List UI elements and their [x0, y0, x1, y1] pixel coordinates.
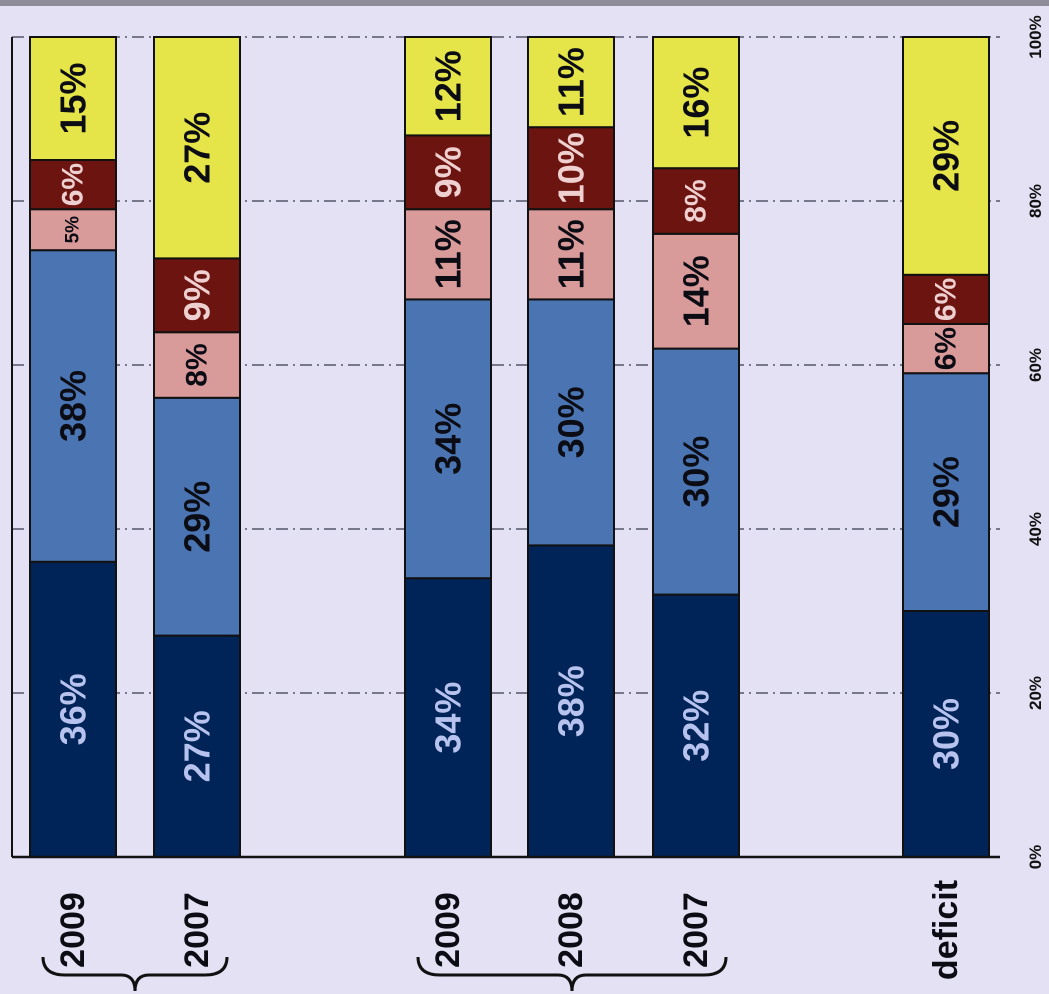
- data-label: 8%: [680, 179, 713, 222]
- axes: [11, 37, 1000, 992]
- data-label: 29%: [177, 481, 218, 553]
- data-label: 30%: [551, 386, 592, 458]
- data-label: 34%: [428, 403, 469, 475]
- bar-segment: [29, 208, 117, 252]
- bars: [29, 36, 990, 859]
- category-label: 2007: [178, 892, 216, 968]
- data-label: 36%: [53, 673, 94, 745]
- data-label: 9%: [177, 269, 218, 321]
- bar-segment: [153, 396, 241, 637]
- data-label: 6%: [57, 163, 90, 206]
- bar-segment: [527, 544, 615, 859]
- bar-segment: [404, 577, 492, 858]
- data-label: 34%: [428, 682, 469, 754]
- data-label: 30%: [676, 436, 717, 508]
- data-label: 30%: [926, 698, 967, 770]
- bar-segment: [404, 208, 492, 301]
- bar-segment: [527, 298, 615, 547]
- data-label: 12%: [428, 50, 469, 122]
- category-label: 2007: [677, 892, 715, 968]
- data-label: 27%: [177, 112, 218, 184]
- data-label: 38%: [53, 370, 94, 442]
- value-tick-label: 100%: [1026, 15, 1045, 58]
- bar-segment: [29, 249, 117, 563]
- data-label: 10%: [551, 132, 592, 204]
- bar-segment: [527, 126, 615, 211]
- data-label: 9%: [428, 146, 469, 198]
- top-edge-strip: [0, 0, 1049, 6]
- data-label: 27%: [177, 710, 218, 782]
- bar-segment: [652, 232, 740, 350]
- bar-segment: [29, 560, 117, 858]
- bar-segment: [153, 257, 241, 334]
- bar-segment: [527, 208, 615, 301]
- bar-segment: [527, 36, 615, 129]
- data-label: 29%: [926, 456, 967, 528]
- data-label: 11%: [551, 219, 592, 289]
- bar-segment: [902, 323, 990, 375]
- data-label: 29%: [926, 120, 967, 192]
- category-label: 2008: [552, 892, 590, 968]
- bar-segment: [902, 273, 990, 325]
- bar-segment: [404, 36, 492, 137]
- data-label: 14%: [676, 255, 717, 327]
- category-label: 2009: [429, 892, 467, 968]
- data-label: 15%: [53, 62, 94, 134]
- data-label: 16%: [676, 67, 717, 139]
- bar-segment: [652, 593, 740, 858]
- bar-segment: [902, 610, 990, 858]
- data-label: 6%: [930, 278, 963, 321]
- data-label: 32%: [676, 690, 717, 762]
- labels: 0% 20% 40% 60% 80% 100% 36% 38% 5% 6% 15% 2009 27% 29…: [53, 15, 1046, 980]
- data-label: 11%: [428, 219, 469, 289]
- data-label: 11%: [551, 47, 592, 117]
- value-tick-label: 60%: [1026, 348, 1045, 382]
- bar-segment: [652, 347, 740, 596]
- bar-segment: [29, 36, 117, 161]
- data-label: 8%: [181, 343, 214, 386]
- value-tick-label: 80%: [1026, 184, 1045, 218]
- category-label: 2009: [54, 892, 92, 968]
- data-label: 6%: [930, 327, 963, 370]
- bar-segment: [153, 36, 241, 260]
- category-label: deficit: [927, 880, 965, 980]
- bar-segment: [902, 36, 990, 276]
- bar-segment: [652, 36, 740, 170]
- value-tick-label: 20%: [1026, 676, 1045, 710]
- value-tick-label: 40%: [1026, 512, 1045, 546]
- bar-segment: [902, 372, 990, 613]
- value-tick-label: 0%: [1026, 845, 1045, 870]
- data-label: 38%: [551, 665, 592, 737]
- data-label: 5%: [63, 216, 84, 244]
- group-brace: [41, 956, 229, 992]
- group-brace: [416, 956, 728, 992]
- gridlines: [12, 36, 1000, 694]
